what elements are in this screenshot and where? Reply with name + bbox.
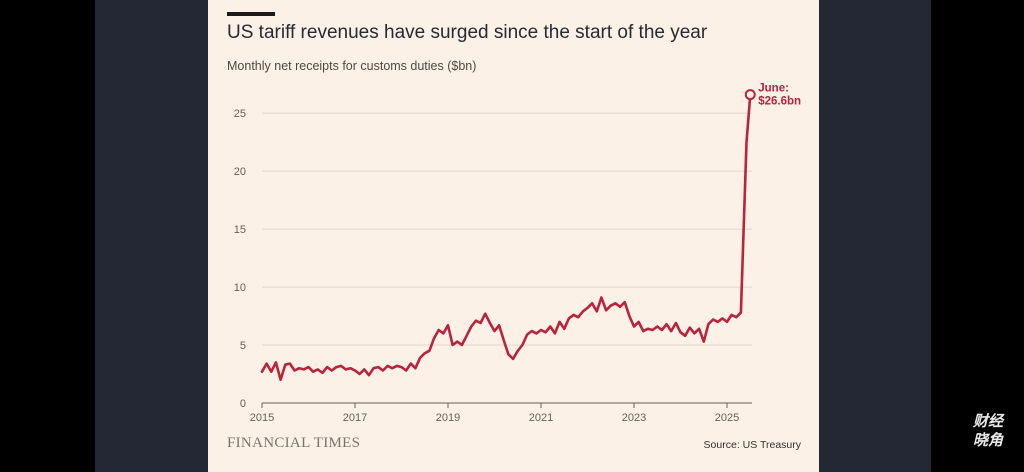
- title-rule: [227, 12, 275, 16]
- annotation-label-value: $26.6bn: [758, 96, 801, 108]
- y-tick-labels: 0 5 10 15 20 25: [234, 108, 246, 410]
- chart-card: US tariff revenues have surged since the…: [208, 0, 819, 472]
- annotation-layer: June: $26.6bn: [744, 83, 801, 108]
- right-bezel: [931, 0, 1024, 472]
- financial-times-logo: FINANCIAL TIMES: [227, 435, 361, 451]
- left-bezel: [0, 0, 95, 472]
- series-layer: [260, 93, 752, 382]
- x-tick-label: 2025: [715, 412, 739, 424]
- x-tick-label: 2019: [436, 412, 460, 424]
- gridlines: [262, 112, 752, 404]
- x-tick-labels: 2015 2017 2019 2021 2023 2025: [250, 403, 739, 424]
- y-tick-label: 10: [234, 282, 246, 294]
- chart-title: US tariff revenues have surged since the…: [227, 22, 708, 43]
- watermark-line-1: 财经: [972, 412, 1003, 430]
- x-tick-label: 2015: [250, 412, 274, 424]
- y-tick-label: 25: [234, 108, 246, 120]
- annotation-label-month: June:: [758, 83, 789, 95]
- y-tick-label: 5: [240, 340, 246, 352]
- series-line-customs-duties: [260, 93, 752, 382]
- x-tick-label: 2017: [343, 412, 367, 424]
- y-tick-label: 0: [240, 398, 246, 410]
- y-tick-label: 15: [234, 224, 246, 236]
- x-tick-label: 2021: [529, 412, 553, 424]
- watermark-line-2: 晓角: [972, 431, 1003, 449]
- right-side-panel: [819, 0, 931, 472]
- chart-subtitle: Monthly net receipts for customs duties …: [227, 59, 477, 73]
- y-tick-label: 20: [234, 166, 246, 178]
- june-end-marker: [744, 89, 756, 101]
- source-note: Source: US Treasury: [703, 439, 801, 451]
- watermark: 财经 晓角: [966, 412, 1010, 450]
- left-side-panel: [95, 0, 208, 472]
- x-tick-label: 2023: [622, 412, 646, 424]
